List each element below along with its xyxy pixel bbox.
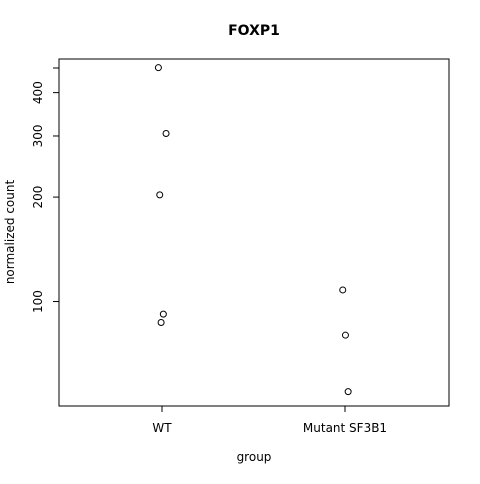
data-point xyxy=(339,286,347,294)
y-axis-label: normalized count xyxy=(3,180,17,285)
data-point xyxy=(154,64,162,72)
x-axis-label: group xyxy=(237,450,272,464)
data-point xyxy=(344,388,352,396)
data-point xyxy=(156,191,164,199)
data-point xyxy=(341,331,349,339)
y-tick-label: 400 xyxy=(31,81,45,104)
x-tick-label: WT xyxy=(152,421,172,435)
y-tick-label: 300 xyxy=(31,125,45,148)
chart-title: FOXP1 xyxy=(228,23,280,39)
data-point xyxy=(159,310,167,318)
y-tick-label: 200 xyxy=(31,186,45,209)
data-point xyxy=(157,319,165,327)
x-axis: WT Mutant SF3B1 xyxy=(152,406,387,435)
y-tick-label: 100 xyxy=(31,290,45,313)
y-axis: 100 200 300 400 xyxy=(31,67,59,313)
data-points xyxy=(154,64,352,396)
plot-frame xyxy=(58,58,450,407)
data-point xyxy=(162,129,170,137)
x-tick-label: Mutant SF3B1 xyxy=(303,421,387,435)
